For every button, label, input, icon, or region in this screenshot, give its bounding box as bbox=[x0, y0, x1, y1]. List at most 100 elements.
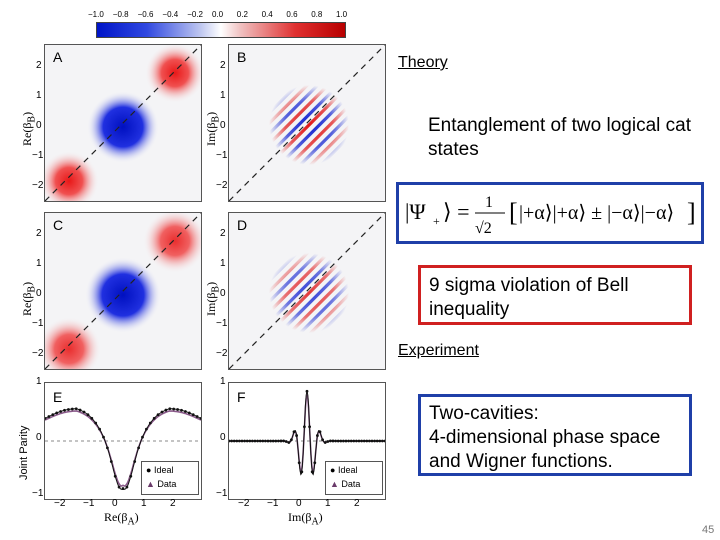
legend-ideal-e: Ideal bbox=[153, 465, 174, 475]
colorbar-tick: 1.0 bbox=[336, 10, 348, 19]
experiment-heading: Experiment bbox=[398, 342, 479, 359]
y-tick: 0 bbox=[36, 432, 42, 443]
xlabel-e: Re(βA) bbox=[104, 510, 139, 528]
y-tick: 0 bbox=[220, 120, 226, 131]
panel-label-e: E bbox=[53, 389, 63, 405]
wigner-a bbox=[45, 45, 201, 201]
two-cavities-box: Two-cavities: 4-dimensional phase space … bbox=[418, 394, 692, 476]
svg-text:+: + bbox=[433, 214, 440, 228]
panel-label-b: B bbox=[237, 49, 247, 65]
svg-text:]: ] bbox=[687, 198, 696, 227]
y-tick: 0 bbox=[36, 120, 42, 131]
legend-ideal-f: Ideal bbox=[337, 465, 358, 475]
y-tick: 0 bbox=[36, 288, 42, 299]
x-tick: 0 bbox=[296, 498, 302, 509]
two-cavities-line3: and Wigner functions. bbox=[429, 451, 613, 472]
panel-label-f: F bbox=[237, 389, 246, 405]
legend-f: ● Ideal ▲ Data bbox=[325, 461, 383, 495]
colorbar-tick: 0.8 bbox=[311, 10, 323, 19]
blob-red-bottom bbox=[45, 151, 99, 201]
y-tick: −1 bbox=[32, 150, 44, 161]
panel-e: E ● Ideal ▲ Data bbox=[44, 382, 202, 500]
two-cavities-line2: 4-dimensional phase space bbox=[429, 427, 661, 448]
wigner-c bbox=[45, 213, 201, 369]
y-tick: 1 bbox=[220, 376, 226, 387]
y-tick: −1 bbox=[32, 318, 44, 329]
x-tick: −1 bbox=[83, 498, 95, 509]
y-tick: 1 bbox=[36, 376, 42, 387]
wigner-d bbox=[229, 213, 385, 369]
colorbar-tick: 0.2 bbox=[236, 10, 248, 19]
colorbar-tick: 0.6 bbox=[286, 10, 298, 19]
legend-e: ● Ideal ▲ Data bbox=[141, 461, 199, 495]
legend-data-e: Data bbox=[157, 479, 177, 489]
entanglement-text: Entanglement of two logical cat states bbox=[428, 115, 691, 160]
colorbar-tick: −0.4 bbox=[162, 10, 179, 19]
x-tick: −1 bbox=[267, 498, 279, 509]
formula-box: |Ψ + ⟩ = 1 √2 [ |+α⟩|+α⟩ ± |−α⟩|−α⟩ ] bbox=[396, 182, 704, 244]
y-tick: 0 bbox=[220, 432, 226, 443]
y-tick: 2 bbox=[36, 60, 42, 71]
svg-text:√2: √2 bbox=[475, 220, 492, 237]
y-tick: 0 bbox=[220, 288, 226, 299]
page-number: 45 bbox=[702, 524, 715, 536]
y-tick: 2 bbox=[220, 60, 226, 71]
colorbar-tick: −0.6 bbox=[137, 10, 154, 19]
ylabel-c: Re(βB) bbox=[20, 281, 38, 316]
panel-c: C bbox=[44, 212, 202, 370]
panel-a: A bbox=[44, 44, 202, 202]
x-tick: 2 bbox=[170, 498, 176, 509]
bell-violation-text: 9 sigma violation of Bell inequality bbox=[429, 275, 629, 320]
ylabel-e: Joint Parity bbox=[18, 425, 30, 480]
wigner-b bbox=[229, 45, 385, 201]
y-tick: −2 bbox=[32, 348, 44, 359]
colorbar bbox=[96, 22, 346, 38]
colorbar-tick: −0.2 bbox=[187, 10, 203, 19]
svg-text:[: [ bbox=[509, 198, 518, 227]
theory-heading: Theory bbox=[398, 54, 448, 71]
two-cavities-line1: Two-cavities: bbox=[429, 403, 539, 424]
x-tick: 1 bbox=[325, 498, 331, 509]
blob-red-top bbox=[145, 45, 201, 103]
ylabel-d: Im(βB) bbox=[204, 281, 222, 316]
svg-text:|Ψ: |Ψ bbox=[405, 199, 426, 224]
panel-label-d: D bbox=[237, 217, 248, 233]
y-tick: 1 bbox=[36, 258, 42, 269]
panel-d: D bbox=[228, 212, 386, 370]
y-tick: 1 bbox=[220, 258, 226, 269]
y-tick: −1 bbox=[216, 318, 228, 329]
legend-data-f: Data bbox=[341, 479, 361, 489]
y-tick: −1 bbox=[216, 488, 228, 499]
parity-e bbox=[45, 407, 201, 490]
xlabel-f: Im(βA) bbox=[288, 510, 323, 528]
svg-text:1: 1 bbox=[485, 194, 493, 211]
x-tick: 1 bbox=[141, 498, 147, 509]
colorbar-tick: 0.4 bbox=[261, 10, 273, 19]
parity-f bbox=[229, 389, 385, 476]
panel-b: B bbox=[228, 44, 386, 202]
bell-violation-box: 9 sigma violation of Bell inequality bbox=[418, 265, 692, 325]
y-tick: 2 bbox=[220, 228, 226, 239]
x-tick: −2 bbox=[54, 498, 66, 509]
y-tick: 1 bbox=[36, 90, 42, 101]
y-tick: −1 bbox=[32, 488, 44, 499]
y-tick: −1 bbox=[216, 150, 228, 161]
panel-label-c: C bbox=[53, 217, 64, 233]
x-tick: 0 bbox=[112, 498, 118, 509]
svg-text:|+α⟩|+α⟩ ± |−α⟩|−α⟩: |+α⟩|+α⟩ ± |−α⟩|−α⟩ bbox=[519, 202, 674, 224]
y-tick: 1 bbox=[220, 90, 226, 101]
colorbar-tick: −1.0 bbox=[88, 10, 104, 19]
svg-text:⟩ =: ⟩ = bbox=[443, 199, 470, 224]
blob-blue bbox=[87, 91, 159, 163]
y-tick: −2 bbox=[32, 180, 44, 191]
panel-f: F ● Ideal ▲ Data bbox=[228, 382, 386, 500]
ylabel-a: Re(βB) bbox=[20, 111, 38, 146]
y-tick: 2 bbox=[36, 228, 42, 239]
y-tick: −2 bbox=[216, 348, 228, 359]
colorbar-tick: −0.8 bbox=[112, 10, 129, 19]
x-tick: 2 bbox=[354, 498, 360, 509]
x-tick: −2 bbox=[238, 498, 250, 509]
ylabel-b: Im(βB) bbox=[204, 111, 222, 146]
panel-label-a: A bbox=[53, 49, 63, 65]
colorbar-tick: 0.0 bbox=[212, 10, 224, 19]
